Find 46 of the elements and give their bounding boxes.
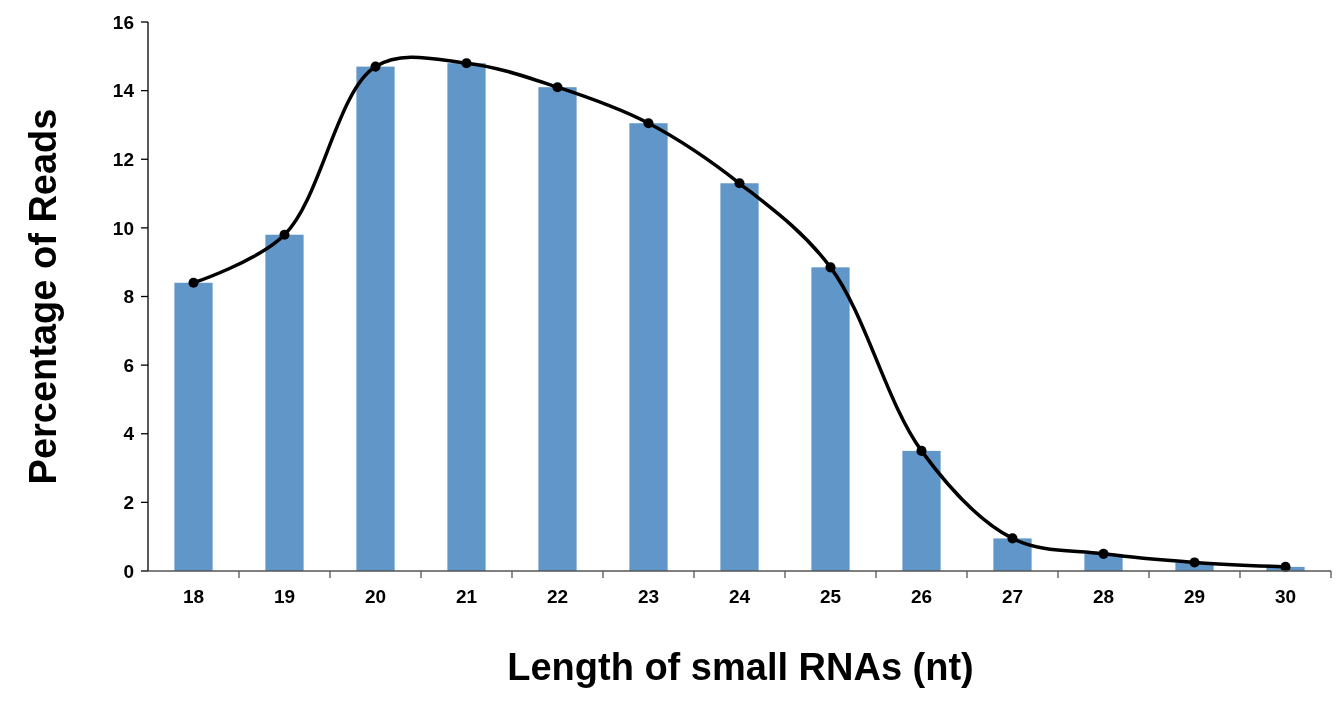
point (552, 82, 563, 93)
point (1098, 548, 1109, 559)
x-tick-label: 21 (455, 586, 478, 607)
point (734, 178, 745, 189)
bar (538, 87, 577, 571)
x-tick-label: 19 (273, 586, 296, 607)
y-tick-label: 0 (123, 560, 134, 582)
x-axis-title: Length of small RNAs (nt) (507, 646, 974, 688)
bar (629, 123, 668, 571)
x-tick-label: 29 (1183, 586, 1206, 607)
point (1189, 557, 1200, 568)
y-tick-label: 4 (123, 423, 135, 445)
x-tick-label: 18 (182, 586, 205, 607)
x-tick-label: 20 (364, 586, 387, 607)
bar (447, 63, 486, 571)
point (1007, 533, 1018, 544)
x-tick-label: 26 (910, 586, 933, 607)
x-tick-label: 30 (1274, 586, 1297, 607)
x-tick-label: 24 (728, 586, 751, 607)
x-tick-label: 22 (546, 586, 569, 607)
y-axis-title: Percentage of Reads (22, 108, 64, 485)
point (370, 61, 381, 72)
point (188, 277, 199, 288)
y-tick-label: 16 (112, 11, 134, 33)
point (916, 445, 927, 456)
bar (720, 183, 759, 571)
bar (902, 450, 941, 571)
y-tick-label: 10 (112, 217, 134, 239)
x-tick-label: 27 (1001, 586, 1024, 607)
y-tick-label: 14 (112, 80, 135, 102)
x-tick-label: 28 (1092, 586, 1115, 607)
point (825, 262, 836, 273)
y-tick-label: 2 (123, 492, 134, 514)
bar (265, 234, 304, 571)
y-tick-label: 6 (123, 354, 134, 376)
x-tick-label: 25 (819, 586, 842, 607)
point (461, 58, 472, 69)
point (643, 118, 654, 129)
y-tick-label: 8 (123, 286, 134, 308)
y-tick-label: 12 (112, 148, 134, 170)
bar (174, 282, 213, 571)
x-tick-label: 23 (637, 586, 660, 607)
point (279, 229, 290, 240)
bar (993, 538, 1032, 571)
bar (811, 267, 850, 571)
bar (356, 66, 395, 571)
